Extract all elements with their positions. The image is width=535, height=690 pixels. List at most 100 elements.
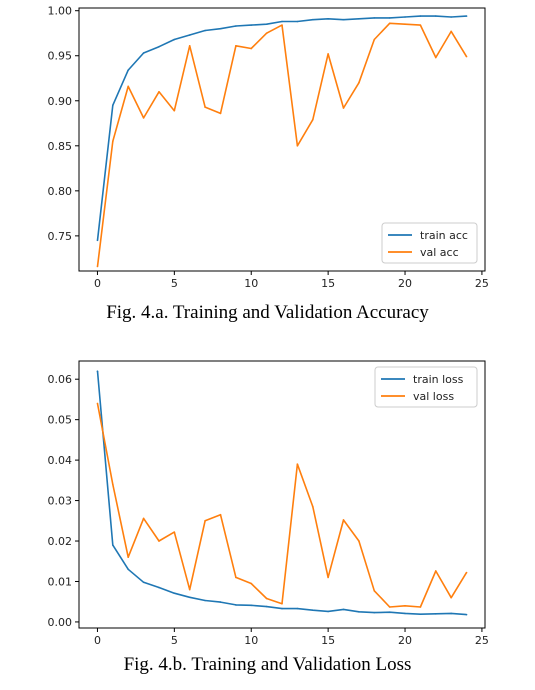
acc-point-val-acc-22 bbox=[434, 56, 437, 59]
loss-series-line-train-loss bbox=[96, 371, 467, 616]
loss-point-val-loss-11 bbox=[265, 597, 268, 600]
loss-x-tick-label-15: 15 bbox=[321, 634, 335, 647]
loss-point-val-loss-22 bbox=[434, 570, 437, 572]
acc-point-val-acc-23 bbox=[450, 30, 452, 33]
loss-y-tick-label-4: 0.04 bbox=[48, 454, 73, 467]
loss-point-train-loss-15 bbox=[327, 610, 329, 613]
acc-x-tick-label-20: 20 bbox=[398, 277, 412, 290]
loss-legend-box bbox=[374, 366, 478, 408]
acc-point-train-acc-20 bbox=[404, 16, 406, 18]
loss-x-tick-label-5: 5 bbox=[171, 634, 178, 647]
acc-point-train-acc-17 bbox=[358, 18, 360, 20]
loss-y-tick-label-2: 0.02 bbox=[48, 535, 73, 548]
acc-point-train-acc-13 bbox=[296, 20, 299, 23]
loss-point-train-loss-22 bbox=[434, 613, 437, 615]
loss-point-val-loss-23 bbox=[450, 596, 452, 599]
loss-point-val-loss-2 bbox=[127, 556, 130, 559]
caption-accuracy: Fig. 4.a. Training and Validation Accura… bbox=[106, 302, 429, 323]
acc-y-tick-label-0: 0.75 bbox=[48, 230, 73, 243]
acc-legend-label-1: val acc bbox=[420, 246, 459, 259]
acc-x-tick-label-10: 10 bbox=[244, 277, 258, 290]
acc-point-train-acc-24 bbox=[465, 15, 468, 17]
loss-point-train-loss-7 bbox=[204, 599, 206, 602]
loss-y-tick-label-0: 0.00 bbox=[48, 616, 73, 629]
loss-y-tick-label-1: 0.01 bbox=[48, 575, 73, 588]
acc-point-val-acc-20 bbox=[404, 23, 406, 26]
loss-point-train-loss-20 bbox=[404, 612, 406, 615]
acc-point-val-acc-2 bbox=[127, 85, 130, 88]
loss-point-val-loss-0 bbox=[96, 402, 99, 405]
acc-point-val-acc-13 bbox=[296, 145, 299, 147]
loss-point-train-loss-11 bbox=[265, 605, 268, 608]
loss-point-train-loss-14 bbox=[311, 609, 314, 611]
loss-point-val-loss-15 bbox=[327, 576, 329, 579]
acc-point-train-acc-0 bbox=[96, 239, 99, 242]
loss-point-val-loss-8 bbox=[219, 513, 222, 516]
acc-point-val-acc-12 bbox=[281, 24, 283, 26]
acc-x-tick-label-15: 15 bbox=[321, 277, 335, 290]
acc-y-tick-label-4: 0.95 bbox=[48, 50, 73, 63]
loss-point-val-loss-21 bbox=[419, 606, 422, 608]
acc-point-train-acc-8 bbox=[219, 27, 222, 30]
loss-point-train-loss-1 bbox=[112, 544, 114, 546]
acc-point-train-acc-5 bbox=[173, 38, 176, 41]
loss-point-train-loss-5 bbox=[173, 592, 176, 595]
acc-point-val-acc-7 bbox=[204, 106, 206, 108]
loss-point-val-loss-13 bbox=[296, 463, 299, 465]
loss-point-val-loss-4 bbox=[158, 540, 160, 542]
acc-point-val-acc-19 bbox=[388, 22, 391, 25]
acc-point-train-acc-15 bbox=[327, 18, 329, 20]
loss-point-train-loss-12 bbox=[281, 607, 283, 610]
acc-point-val-acc-5 bbox=[173, 109, 176, 112]
acc-point-train-acc-3 bbox=[142, 52, 145, 54]
loss-point-train-loss-10 bbox=[250, 604, 253, 607]
loss-y-tick-label-6: 0.06 bbox=[48, 373, 73, 386]
loss-point-val-loss-14 bbox=[311, 505, 314, 508]
loss-legend-label-1: val loss bbox=[413, 390, 454, 403]
loss-point-train-loss-9 bbox=[235, 604, 237, 606]
acc-y-tick-label-2: 0.85 bbox=[48, 140, 73, 153]
loss-point-train-loss-18 bbox=[373, 611, 376, 614]
acc-y-tick-label-1: 0.80 bbox=[48, 185, 73, 198]
acc-point-val-acc-11 bbox=[265, 32, 268, 35]
loss-point-train-loss-8 bbox=[219, 601, 222, 603]
loss-point-val-loss-10 bbox=[250, 582, 253, 585]
loss-point-val-loss-17 bbox=[358, 540, 360, 542]
loss-y-tick-label-3: 0.03 bbox=[48, 495, 73, 508]
loss-axes-frame bbox=[78, 360, 486, 629]
acc-point-val-acc-1 bbox=[112, 140, 114, 143]
acc-point-train-acc-22 bbox=[434, 15, 437, 17]
loss-legend: train loss val loss bbox=[374, 366, 478, 408]
loss-y-tick-label-5: 0.05 bbox=[48, 414, 73, 427]
loss-point-val-loss-9 bbox=[235, 576, 237, 579]
acc-point-train-acc-2 bbox=[127, 69, 130, 71]
acc-point-train-acc-19 bbox=[388, 17, 391, 19]
acc-y-tick-label-5: 1.00 bbox=[48, 5, 73, 18]
loss-point-train-loss-17 bbox=[358, 611, 360, 613]
loss-point-train-loss-2 bbox=[127, 568, 130, 571]
acc-point-val-acc-3 bbox=[142, 117, 145, 119]
acc-point-val-acc-0 bbox=[96, 265, 99, 268]
acc-point-val-acc-8 bbox=[219, 112, 222, 115]
acc-point-train-acc-18 bbox=[373, 17, 376, 19]
loss-x-tick-label-10: 10 bbox=[244, 634, 258, 647]
acc-point-val-acc-6 bbox=[188, 45, 191, 47]
loss-point-val-loss-5 bbox=[173, 531, 176, 533]
acc-x-tick-label-0: 0 bbox=[94, 277, 101, 290]
loss-point-train-loss-23 bbox=[450, 612, 452, 615]
loss-point-train-loss-3 bbox=[142, 581, 145, 584]
acc-axes-frame bbox=[78, 7, 486, 272]
acc-series-line-train-acc bbox=[96, 15, 467, 241]
loss-point-val-loss-3 bbox=[142, 517, 145, 520]
loss-x-tick-label-20: 20 bbox=[398, 634, 412, 647]
acc-point-val-acc-16 bbox=[342, 107, 345, 109]
acc-point-val-acc-18 bbox=[373, 38, 376, 41]
acc-point-val-acc-21 bbox=[419, 24, 422, 26]
acc-legend: train acc val acc bbox=[381, 222, 478, 264]
acc-point-train-acc-9 bbox=[235, 25, 237, 27]
loss-point-val-loss-1 bbox=[112, 483, 114, 486]
acc-legend-box bbox=[381, 222, 478, 264]
acc-point-train-acc-23 bbox=[450, 16, 452, 18]
acc-point-val-acc-14 bbox=[311, 118, 314, 121]
